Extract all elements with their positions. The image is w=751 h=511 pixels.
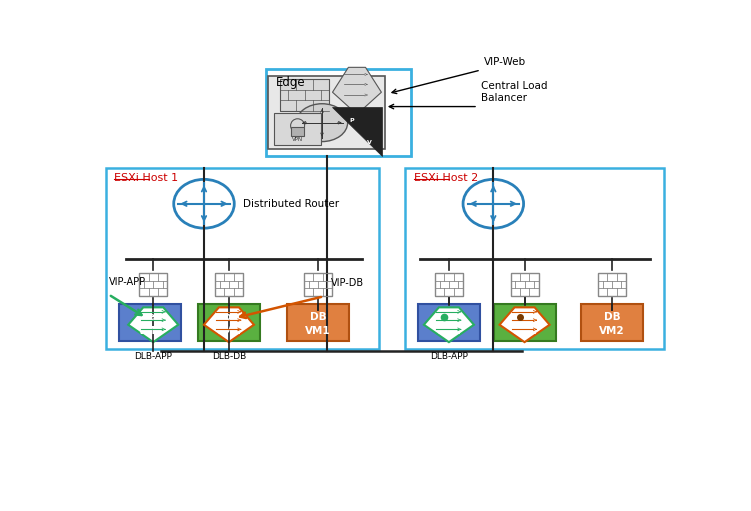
FancyBboxPatch shape — [435, 273, 463, 296]
Ellipse shape — [173, 179, 234, 228]
Polygon shape — [499, 307, 550, 342]
Text: DB: DB — [604, 312, 620, 322]
FancyBboxPatch shape — [274, 113, 321, 145]
Polygon shape — [128, 307, 178, 342]
Text: DLB-APP: DLB-APP — [134, 352, 172, 361]
Text: VM1: VM1 — [137, 326, 163, 336]
Text: P: P — [349, 118, 354, 123]
Text: Web: Web — [436, 312, 462, 322]
Text: ESXi Host 1: ESXi Host 1 — [114, 173, 179, 183]
Ellipse shape — [463, 179, 523, 228]
Text: App: App — [513, 312, 536, 322]
Text: App: App — [217, 312, 240, 322]
Polygon shape — [332, 106, 382, 156]
FancyBboxPatch shape — [280, 79, 329, 111]
Text: VIP-DB: VIP-DB — [330, 278, 364, 289]
Text: DB: DB — [309, 312, 326, 322]
FancyBboxPatch shape — [198, 304, 260, 341]
Text: DLB-DB: DLB-DB — [212, 352, 246, 361]
FancyBboxPatch shape — [304, 273, 332, 296]
Text: VIP-APP: VIP-APP — [108, 277, 146, 287]
FancyBboxPatch shape — [215, 273, 243, 296]
FancyBboxPatch shape — [493, 304, 556, 341]
FancyBboxPatch shape — [287, 304, 349, 341]
FancyBboxPatch shape — [269, 76, 385, 149]
Text: Web: Web — [137, 312, 163, 322]
Polygon shape — [204, 307, 254, 342]
Text: VM1: VM1 — [216, 326, 242, 336]
Polygon shape — [333, 67, 382, 114]
FancyBboxPatch shape — [139, 273, 167, 296]
Text: Central Load
Balancer: Central Load Balancer — [481, 81, 547, 103]
Text: DLB-APP: DLB-APP — [430, 352, 468, 361]
Text: VM2: VM2 — [436, 326, 462, 336]
Text: VM2: VM2 — [599, 326, 625, 336]
Text: Edge: Edge — [276, 76, 306, 89]
FancyBboxPatch shape — [119, 304, 181, 341]
Text: ESXi Host 2: ESXi Host 2 — [414, 173, 478, 183]
Text: VIP-Web: VIP-Web — [484, 57, 526, 67]
Ellipse shape — [297, 104, 348, 142]
FancyBboxPatch shape — [418, 304, 480, 341]
Text: VPN: VPN — [292, 137, 303, 142]
FancyBboxPatch shape — [511, 273, 538, 296]
FancyBboxPatch shape — [598, 273, 626, 296]
Text: VM1: VM1 — [305, 326, 330, 336]
FancyBboxPatch shape — [291, 127, 304, 136]
FancyBboxPatch shape — [581, 304, 643, 341]
Text: VM2: VM2 — [511, 326, 538, 336]
Text: V: V — [367, 140, 372, 145]
Text: Distributed Router: Distributed Router — [243, 199, 339, 209]
Polygon shape — [424, 307, 474, 342]
